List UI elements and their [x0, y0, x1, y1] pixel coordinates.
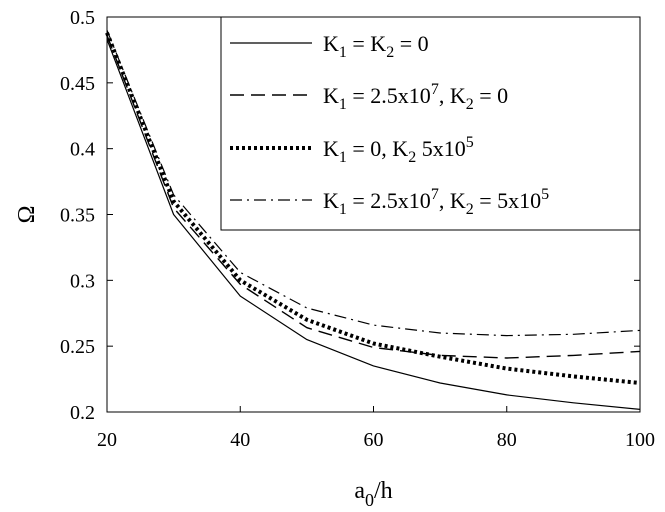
legend-label: K1 = K2 = 0: [323, 31, 429, 61]
x-axis-label-tail: /h: [374, 478, 393, 504]
x-axis-label: a0/h: [354, 478, 392, 510]
x-tick-label: 80: [497, 429, 517, 451]
y-tick-label: 0.4: [70, 139, 95, 161]
x-tick-label: 100: [625, 429, 655, 451]
y-axis-label: Ω: [14, 206, 40, 224]
legend-label: K1 = 2.5x107, K2 = 0: [323, 81, 508, 113]
legend-label: K1 = 0, K2 5x105: [323, 134, 474, 166]
y-tick-label: 0.2: [70, 402, 95, 424]
legend-item-4: K1 = 2.5x107, K2 = 5x105: [230, 186, 549, 218]
x-axis-label-sub: 0: [365, 490, 374, 510]
series-line-4: [106, 29, 641, 337]
y-tick-label: 0.45: [60, 73, 95, 95]
legend-item-2: K1 = 2.5x107, K2 = 0: [230, 81, 508, 113]
y-tick-label: 0.25: [60, 336, 95, 358]
legend: K1 = K2 = 0 K1 = 2.5x107, K2 = 0 K1 = 0, K…: [220, 16, 641, 231]
series-line-1: [106, 39, 641, 410]
series-line-3: [105, 32, 641, 385]
legend-item-3: K1 = 0, K2 5x105: [230, 134, 474, 166]
y-tick-label: 0.5: [70, 7, 95, 29]
x-tick-label: 20: [97, 429, 117, 451]
x-tick-label: 40: [230, 429, 250, 451]
legend-item-1: K1 = K2 = 0: [230, 31, 429, 61]
x-tick-label: 60: [364, 429, 384, 451]
series-line-2: [106, 35, 641, 359]
y-tick-label: 0.3: [70, 270, 95, 292]
legend-label: K1 = 2.5x107, K2 = 5x105: [323, 186, 549, 218]
plot-lines: [105, 29, 641, 410]
y-tick-label: 0.35: [60, 205, 95, 227]
y-axis-ticks: 0.2 0.25 0.3 0.35 0.4 0.45 0.5: [60, 7, 640, 424]
x-axis-label-main: a: [354, 478, 365, 504]
legend-box: [220, 16, 641, 231]
